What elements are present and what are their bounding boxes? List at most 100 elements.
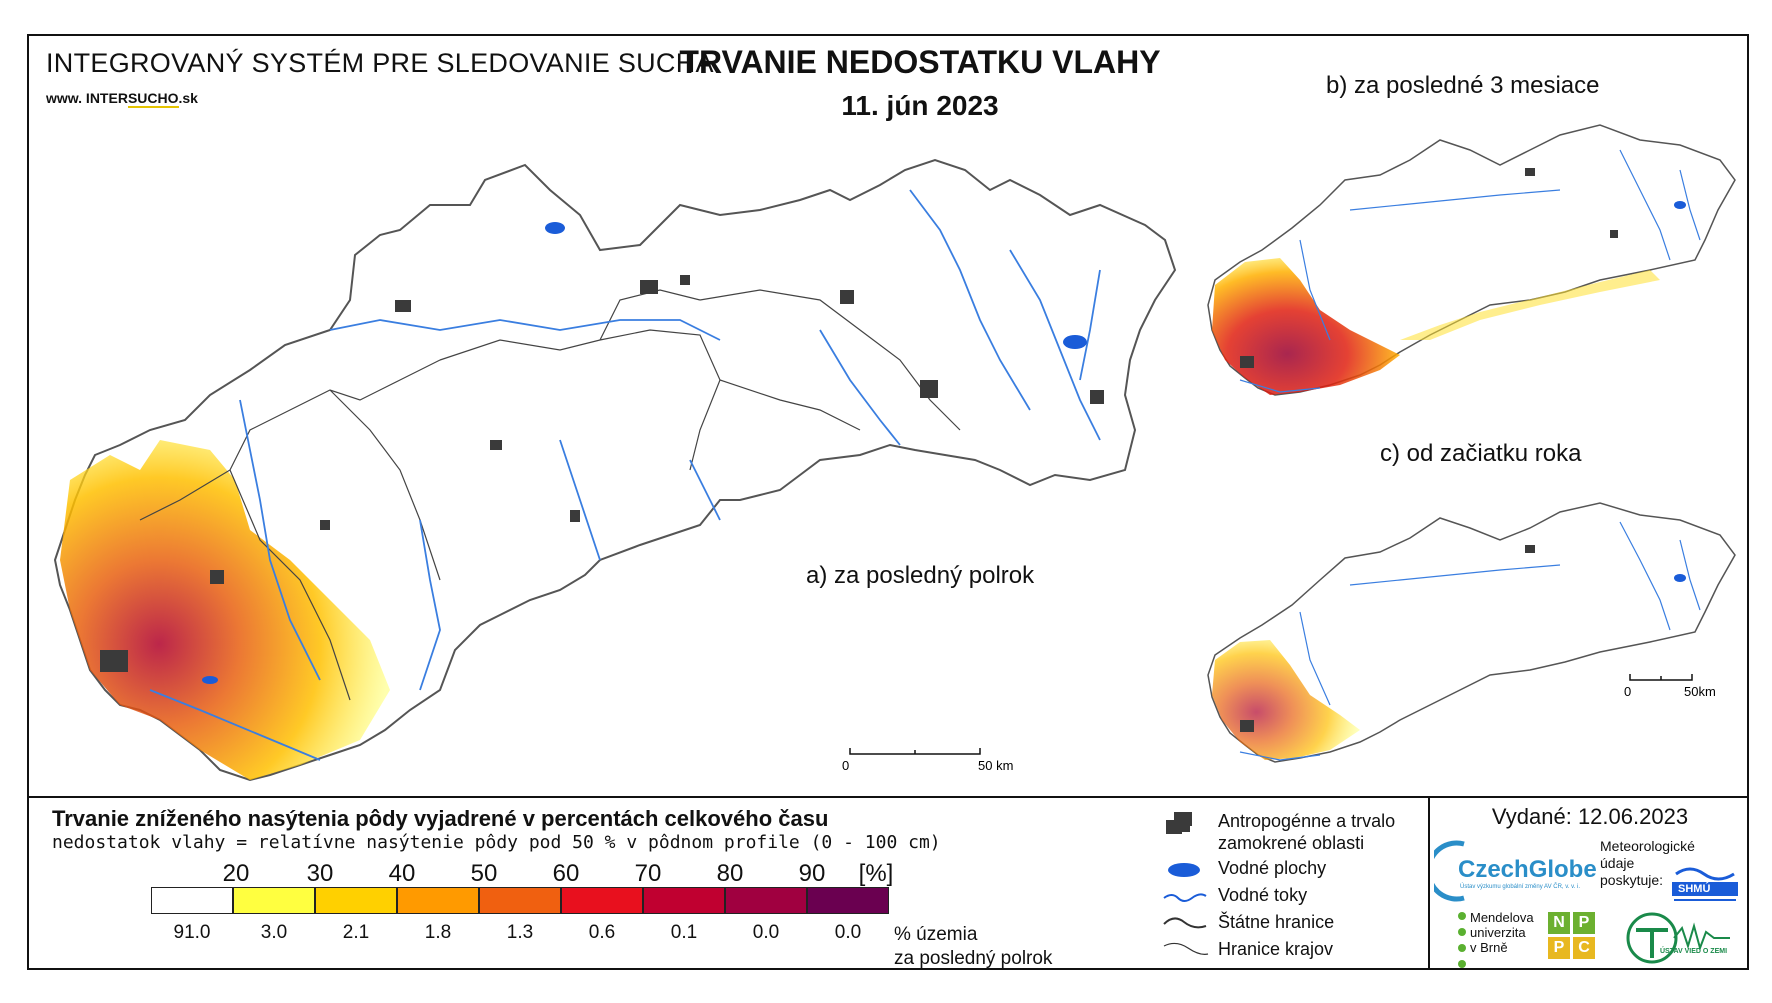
meteo-line2: údaje: [1600, 855, 1635, 871]
water-bodies-label: Vodné plochy: [1218, 858, 1327, 878]
water-course-icon: [1163, 893, 1207, 902]
map-c-label: c) od začiatku roka: [1380, 440, 1582, 467]
shmu-text: SHMÚ: [1678, 883, 1711, 895]
legend-subtitle: nedostatok vlahy = relatívne nasýtenie p…: [52, 832, 941, 853]
legend-swatch-2: [315, 887, 397, 914]
legend-tick-60: 60: [552, 860, 580, 887]
scale-main-zero: 0: [842, 758, 850, 773]
water-body-icon: [1168, 863, 1200, 877]
main-title: TRVANIE NEDOSTATKU VLAHY: [679, 44, 1161, 80]
uvz-text: ÚSTAV VIED O ZEMI: [1660, 948, 1728, 955]
legend-panel: [27, 796, 1749, 972]
scale-main-end: 50 km: [978, 758, 1014, 773]
water-bodies-main: [202, 222, 1087, 684]
anthropogenic-areas-b: [1240, 168, 1618, 368]
mendel-line1: Mendelova: [1470, 910, 1534, 925]
rivers-b: [1239, 149, 1701, 393]
scale-bar-small: [1629, 674, 1693, 681]
anthropogenic-icon: [1166, 812, 1192, 834]
mendel-line3: v Brně: [1470, 940, 1508, 955]
scale-small-end: 50km: [1684, 684, 1716, 699]
issued-date: Vydané: 12.06.2023: [1491, 804, 1689, 829]
legend-tick-50: 50: [470, 860, 498, 887]
drought-area-b: [1212, 258, 1400, 395]
legend-swatch-6: [643, 887, 725, 914]
water-courses-label: Vodné toky: [1218, 885, 1308, 905]
region-borders-main: [139, 289, 961, 701]
meteo-credit: Meteorologické údaje poskytuje:: [1600, 838, 1695, 889]
czechglobe-logo: [1434, 840, 1465, 902]
water-body-b: [1674, 201, 1686, 209]
pct-unit-line2: za posledný polrok: [894, 948, 1053, 969]
system-title: INTEGROVANÝ SYSTÉM PRE SLEDOVANIE SUCHA: [46, 48, 714, 78]
legend-tick-unit: [%]: [858, 860, 894, 887]
website-prefix: www. INTER: [46, 90, 128, 106]
legend-pct-0: 91.0: [173, 922, 211, 943]
meteo-line3: poskytuje:: [1600, 872, 1664, 888]
map-c: [1207, 502, 1736, 763]
anthropogenic-areas-main: [100, 275, 1104, 672]
map-b: [1207, 124, 1736, 396]
shmu-logo: [1672, 867, 1738, 901]
meteo-line1: Meteorologické: [1600, 838, 1695, 854]
nppc-letter-p2: P: [1548, 937, 1570, 959]
legend-pct-2: 2.1: [342, 922, 370, 943]
legend-swatch-0: [151, 887, 233, 914]
legend-pct-1: 3.0: [260, 922, 288, 943]
water-body-c: [1674, 574, 1686, 582]
nppc-letter-n: N: [1548, 912, 1570, 934]
website-link[interactable]: www. INTERSUCHO.sk: [46, 90, 198, 108]
maps-svg: [53, 124, 1736, 782]
scale-small-zero: 0: [1624, 684, 1632, 699]
legend-pct-6: 0.1: [670, 922, 698, 943]
legend-divider: [1428, 796, 1430, 970]
uvz-logo: [1626, 912, 1730, 964]
legend-swatch-3: [397, 887, 479, 914]
legend-tick-30: 30: [306, 860, 334, 887]
rivers-c: [1239, 521, 1701, 761]
mendel-line2: univerzita: [1470, 925, 1526, 940]
symbol-legend-icons: [1163, 812, 1209, 955]
czechglobe-arc-icon: [1434, 840, 1465, 902]
mendel-dots-icon: [1458, 912, 1466, 968]
legend-swatch-5: [561, 887, 643, 914]
nppc-letter-p1: P: [1573, 912, 1595, 934]
legend-pct-5: 0.6: [588, 922, 616, 943]
legend-swatch-1: [233, 887, 315, 914]
legend-pct-unit: % územia za posledný polrok: [894, 923, 1052, 971]
nppc-logo: N P P C: [1548, 912, 1596, 960]
drought-area-main: [60, 440, 390, 780]
legend-tick-70: 70: [634, 860, 662, 887]
website-suffix: .sk: [178, 90, 198, 106]
map-a-label: a) za posledný polrok: [806, 562, 1035, 589]
region-border-label: Hranice krajov: [1218, 939, 1334, 959]
anthropogenic-line2: zamokrené oblasti: [1218, 833, 1365, 853]
legend-tick-80: 80: [716, 860, 744, 887]
map-date: 11. jún 2023: [841, 90, 999, 121]
scale-bar-main: [849, 748, 981, 755]
anthropogenic-label: Antropogénne a trvalo zamokrené oblasti: [1218, 810, 1395, 854]
state-border-icon: [1163, 917, 1207, 929]
rivers-main: [149, 189, 1101, 761]
legend-pct-3: 1.8: [424, 922, 452, 943]
website-underlined: SUCHO: [127, 90, 179, 108]
drought-fringe-b: [1400, 270, 1660, 340]
czechglobe-name: CzechGlobe: [1458, 856, 1597, 883]
legend-tick-20: 20: [222, 860, 250, 887]
main-map: [53, 158, 1177, 782]
legend-swatch-7: [725, 887, 807, 914]
legend-swatch-4: [479, 887, 561, 914]
nppc-letter-c: C: [1573, 937, 1595, 959]
pct-unit-line1: % územia: [894, 924, 978, 945]
legend-tick-90: 90: [798, 860, 826, 887]
legend-pct-7: 0.0: [752, 922, 780, 943]
anthropogenic-areas-c: [1240, 545, 1535, 732]
anthropogenic-line1: Antropogénne a trvalo: [1218, 811, 1396, 831]
state-border-label: Štátne hranice: [1218, 912, 1335, 932]
legend-title: Trvanie zníženého nasýtenia pôdy vyjadre…: [52, 806, 829, 831]
region-border-icon: [1163, 942, 1209, 955]
legend-pct-8: 0.0: [834, 922, 862, 943]
legend-pct-4: 1.3: [506, 922, 534, 943]
czechglobe-subtitle: Ústav výzkumu globální změny AV ČR, v. v…: [1460, 884, 1581, 890]
legend-tick-40: 40: [388, 860, 416, 887]
